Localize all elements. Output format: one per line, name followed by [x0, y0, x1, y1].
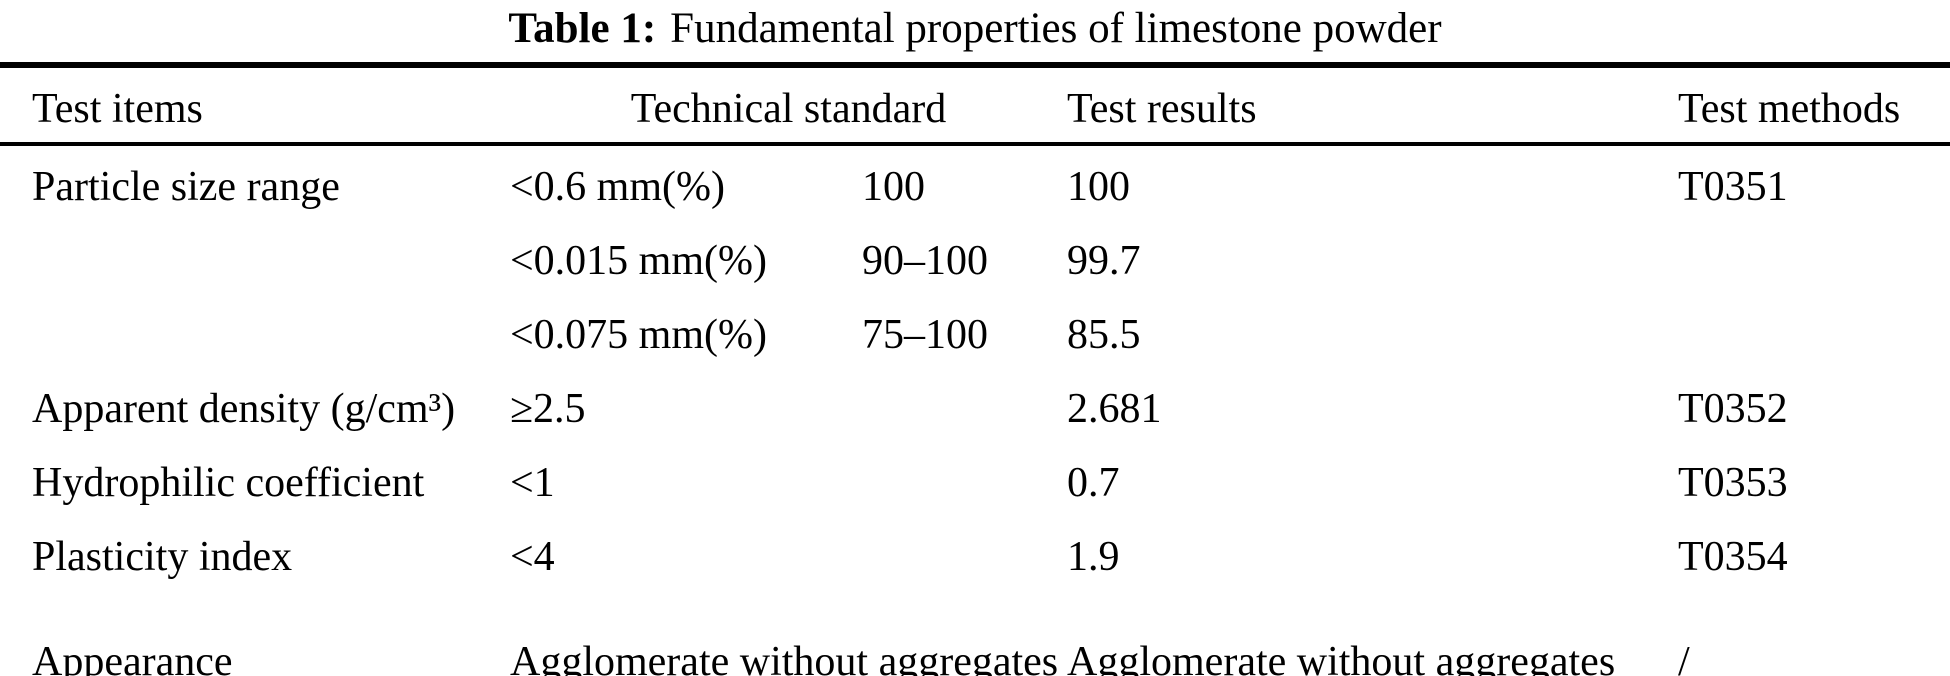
cell-standard-criterion: Agglomerate without aggregates	[510, 638, 1059, 676]
table-row-particle-size-3: <0.075 mm(%) 75–100 85.5	[0, 294, 1950, 368]
table-row-appearance: Appearance Agglomerate without aggregate…	[0, 590, 1950, 676]
col-header-technical-standard: Technical standard	[510, 65, 1068, 147]
cell-result: 2.681	[1067, 385, 1162, 432]
cell-item: Particle size range	[32, 163, 340, 210]
cell-result: 100	[1067, 163, 1131, 210]
limestone-properties-table: Test items Technical standard Test resul…	[0, 62, 1950, 676]
cell-item: Hydrophilic coefficient	[32, 459, 425, 506]
col-header-test-items: Test items	[0, 65, 510, 147]
cell-standard-value: 90–100	[862, 237, 988, 284]
col-header-test-results: Test results	[1067, 65, 1679, 147]
cell-standard-criterion: <0.6 mm(%)	[510, 163, 725, 210]
cell-standard-criterion: <0.015 mm(%)	[510, 237, 767, 284]
cell-standard-criterion: <1	[510, 459, 555, 506]
cell-result: 85.5	[1067, 311, 1141, 358]
cell-standard-criterion: <0.075 mm(%)	[510, 311, 767, 358]
table-row-particle-size-1: Particle size range <0.6 mm(%) 100 100 T…	[0, 144, 1950, 220]
table-row-hydrophilic-coefficient: Hydrophilic coefficient <1 0.7 T0353	[0, 442, 1950, 516]
col-header-test-methods: Test methods	[1678, 65, 1950, 147]
table-caption-text: Fundamental properties of limestone powd…	[670, 5, 1442, 52]
cell-result: 0.7	[1067, 459, 1120, 506]
table-row-plasticity-index: Plasticity index <4 1.9 T0354	[0, 516, 1950, 590]
cell-result: 1.9	[1067, 533, 1120, 580]
cell-item: Apparent density (g/cm³)	[32, 385, 456, 432]
cell-result: 99.7	[1067, 237, 1141, 284]
cell-item	[0, 220, 510, 294]
cell-item: Appearance	[32, 638, 233, 676]
cell-standard-criterion: ≥2.5	[510, 385, 586, 432]
cell-standard-value: 100	[862, 163, 925, 210]
table-row-apparent-density: Apparent density (g/cm³) ≥2.5 2.681 T035…	[0, 368, 1950, 442]
cell-method: /	[1678, 638, 1690, 676]
cell-method	[1678, 294, 1950, 368]
cell-standard-criterion: <4	[510, 533, 555, 580]
cell-method: T0354	[1678, 533, 1788, 580]
table-row-particle-size-2: <0.015 mm(%) 90–100 99.7	[0, 220, 1950, 294]
table-caption-label: Table 1:	[508, 5, 657, 52]
cell-item	[0, 294, 510, 368]
table-caption: Table 1: Fundamental properties of limest…	[0, 0, 1950, 53]
cell-method: T0352	[1678, 385, 1788, 432]
header-row: Test items Technical standard Test resul…	[0, 65, 1950, 147]
cell-result: Agglomerate without aggregates	[1067, 638, 1616, 676]
cell-standard-value: 75–100	[862, 311, 988, 358]
cell-method: T0351	[1678, 163, 1788, 210]
cell-method: T0353	[1678, 459, 1788, 506]
cell-method	[1678, 220, 1950, 294]
cell-item: Plasticity index	[32, 533, 293, 580]
